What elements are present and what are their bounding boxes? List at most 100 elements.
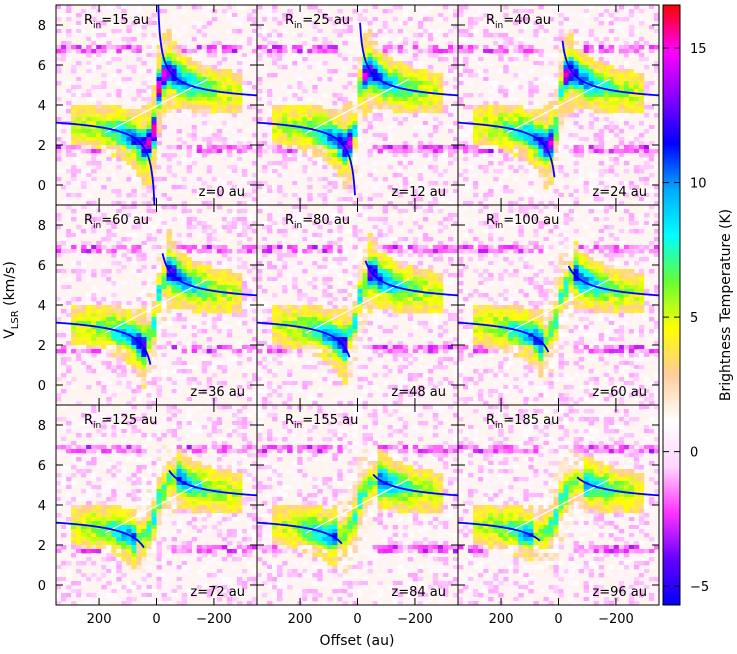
intensity-cell	[392, 17, 399, 22]
intensity-cell	[231, 305, 238, 310]
intensity-cell	[196, 329, 203, 334]
intensity-cell	[588, 49, 595, 54]
intensity-cell	[156, 45, 162, 50]
intensity-cell	[61, 49, 67, 54]
intensity-cell	[473, 57, 479, 62]
intensity-cell	[116, 5, 122, 10]
intensity-cell	[71, 125, 77, 130]
intensity-cell	[71, 329, 77, 334]
intensity-cell	[518, 121, 524, 126]
intensity-cell	[101, 73, 107, 78]
intensity-cell	[347, 177, 353, 182]
intensity-cell	[633, 109, 640, 114]
intensity-cell	[483, 77, 489, 82]
intensity-cell	[61, 13, 67, 18]
intensity-cell	[206, 241, 213, 246]
intensity-cell	[342, 153, 348, 158]
intensity-cell	[61, 329, 67, 334]
intensity-cell	[342, 41, 348, 46]
intensity-cell	[262, 165, 268, 170]
intensity-cell	[588, 33, 595, 38]
intensity-cell	[598, 65, 605, 70]
intensity-cell	[277, 189, 283, 194]
intensity-cell	[66, 197, 72, 202]
intensity-cell	[397, 45, 404, 50]
intensity-cell	[422, 173, 429, 178]
intensity-cell	[653, 197, 659, 202]
intensity-cell	[493, 105, 499, 110]
intensity-cell	[166, 241, 172, 246]
intensity-cell	[402, 93, 409, 98]
intensity-cell	[96, 301, 102, 306]
intensity-cell	[458, 17, 464, 22]
intensity-cell	[151, 365, 157, 370]
intensity-cell	[191, 293, 198, 298]
intensity-cell	[161, 33, 167, 38]
intensity-cell	[121, 237, 127, 242]
intensity-cell	[473, 5, 479, 10]
intensity-cell	[352, 201, 358, 205]
intensity-cell	[523, 37, 529, 42]
intensity-cell	[402, 9, 409, 14]
intensity-cell	[493, 153, 499, 158]
intensity-cell	[66, 53, 72, 58]
intensity-cell	[352, 73, 358, 78]
intensity-cell	[483, 45, 489, 50]
intensity-cell	[628, 85, 635, 90]
intensity-cell	[101, 141, 107, 146]
intensity-cell	[578, 105, 585, 110]
panel-rin-label: Rin=60 au	[84, 213, 149, 231]
intensity-cell	[201, 221, 208, 226]
intensity-cell	[498, 41, 504, 46]
intensity-cell	[513, 73, 519, 78]
intensity-cell	[146, 189, 152, 194]
intensity-cell	[648, 105, 655, 110]
intensity-cell	[442, 177, 449, 182]
intensity-cell	[56, 349, 62, 354]
intensity-cell	[367, 57, 373, 62]
intensity-cell	[598, 9, 605, 14]
intensity-cell	[201, 313, 208, 318]
intensity-cell	[126, 113, 132, 118]
intensity-cell	[146, 161, 152, 166]
intensity-cell	[407, 185, 414, 190]
intensity-cell	[493, 33, 499, 38]
intensity-cell	[287, 117, 293, 122]
intensity-cell	[246, 345, 253, 350]
intensity-cell	[61, 345, 67, 350]
intensity-cell	[231, 145, 238, 150]
intensity-cell	[372, 221, 378, 226]
intensity-cell	[146, 221, 152, 226]
intensity-cell	[573, 61, 580, 66]
intensity-cell	[86, 161, 92, 166]
intensity-cell	[146, 305, 152, 310]
intensity-cell	[251, 249, 257, 254]
intensity-cell	[221, 193, 228, 198]
intensity-cell	[262, 205, 268, 210]
intensity-cell	[397, 221, 404, 226]
intensity-cell	[166, 45, 172, 50]
intensity-cell	[206, 5, 213, 10]
intensity-cell	[151, 53, 157, 58]
intensity-cell	[578, 65, 585, 70]
intensity-cell	[417, 13, 424, 18]
intensity-cell	[96, 381, 102, 386]
intensity-cell	[412, 45, 419, 50]
intensity-cell	[297, 221, 303, 226]
intensity-cell	[241, 265, 248, 270]
intensity-cell	[176, 357, 183, 362]
intensity-cell	[76, 133, 82, 138]
intensity-cell	[402, 145, 409, 150]
intensity-cell	[558, 49, 564, 54]
intensity-cell	[176, 261, 183, 266]
intensity-cell	[603, 189, 610, 194]
intensity-cell	[397, 93, 404, 98]
intensity-cell	[473, 153, 479, 158]
intensity-cell	[186, 297, 193, 302]
intensity-cell	[206, 125, 213, 130]
intensity-cell	[156, 153, 162, 158]
intensity-cell	[191, 281, 198, 286]
intensity-cell	[156, 297, 162, 302]
intensity-cell	[206, 89, 213, 94]
intensity-cell	[211, 321, 218, 326]
